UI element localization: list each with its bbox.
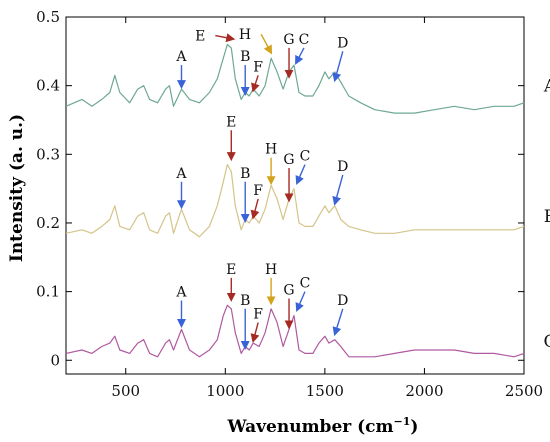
y-tick-label: 0.4 (36, 77, 60, 95)
annotation-label: G (283, 282, 294, 298)
x-tick-label: 2000 (405, 382, 443, 400)
peak-annotation-d: D (332, 293, 348, 337)
annotation-label: C (300, 149, 311, 165)
annotation-arrow (332, 308, 344, 337)
annotation-label: A (175, 285, 187, 301)
peak-annotation-e: E (226, 262, 236, 302)
annotation-label: E (226, 262, 236, 278)
series-line-b (65, 164, 525, 238)
annotation-label: G (283, 152, 294, 168)
annotation-arrow (250, 198, 260, 220)
peak-annotation-h: H (265, 142, 277, 186)
annotation-arrow (295, 164, 306, 186)
peak-annotation-f: F (250, 307, 263, 344)
annotation-label: E (195, 29, 205, 45)
annotation-label: D (337, 159, 348, 175)
annotation-arrow (260, 33, 273, 55)
annotation-arrow (332, 51, 344, 83)
annotation-label: F (253, 59, 263, 75)
annotation-label: F (253, 307, 263, 323)
peak-annotation-e: E (195, 29, 236, 45)
series-labels: A B C (543, 77, 550, 352)
peak-annotation-b: B (240, 293, 250, 350)
annotation-label: A (175, 49, 187, 65)
axis-ticks: 500 1000 1500 2000 2500 0 0.1 0.2 0.3 0.4 0.5 (36, 8, 543, 400)
peak-annotation-f: F (250, 183, 263, 220)
y-tick-label: 0 (50, 351, 60, 369)
annotation-label: D (337, 293, 348, 309)
peak-annotation-b: B (240, 166, 250, 223)
peak-annotation-g: G (283, 152, 295, 203)
peak-annotation-g: G (283, 32, 295, 79)
annotation-arrow (332, 174, 344, 206)
annotation-label: B (240, 293, 250, 309)
annotation-label: B (240, 166, 250, 182)
annotation-label: C (300, 276, 311, 292)
peak-annotation-b: B (240, 49, 250, 96)
series-label-c: C (544, 332, 550, 352)
peak-annotation-a: A (175, 285, 187, 329)
peak-annotation-d: D (332, 35, 348, 83)
annotation-arrow (251, 75, 260, 93)
peak-annotation-f: F (251, 59, 263, 93)
plot-border (65, 16, 525, 375)
annotation-label: G (283, 32, 294, 48)
y-axis-label: Intensity (a. u.) (7, 114, 27, 262)
peak-annotation-h: H (265, 262, 277, 306)
series-label-b: B (544, 207, 550, 227)
x-axis-label: Wavenumber (cm−1) (227, 415, 419, 437)
annotation-label: B (240, 49, 250, 65)
peak-annotation-a: A (175, 49, 187, 90)
peak-annotation-e: E (226, 114, 236, 162)
y-tick-label: 0.1 (36, 283, 60, 301)
peak-annotation-c: C (295, 32, 310, 65)
series-line-c (65, 304, 525, 358)
peak-annotation-a: A (175, 166, 187, 210)
x-axis-label-superscript: −1 (394, 415, 411, 428)
annotation-arrow (215, 33, 236, 43)
x-axis-label-close: ) (410, 417, 418, 437)
y-tick-label: 0.2 (36, 214, 60, 232)
annotation-label: D (337, 35, 348, 51)
peak-annotation-h: H (239, 27, 273, 55)
x-tick-label: 1500 (306, 382, 344, 400)
peak-annotation-d: D (332, 159, 348, 206)
peak-annotation-c: C (295, 276, 311, 313)
series-line-a (65, 43, 525, 114)
peak-annotation-c: C (295, 149, 311, 186)
y-tick-label: 0.5 (36, 8, 60, 26)
x-axis-label-main: Wavenumber (cm (227, 417, 394, 437)
annotation-label: E (226, 114, 236, 130)
annotation-label: H (239, 27, 251, 43)
annotation-label: H (265, 142, 277, 158)
annotation-label: F (253, 183, 263, 199)
annotation-label: H (265, 262, 277, 278)
series-label-a: A (543, 77, 550, 97)
y-tick-label: 0.3 (36, 145, 60, 163)
plot-frame (65, 16, 525, 375)
annotation-arrow (295, 291, 306, 313)
x-tick-label: 1000 (206, 382, 244, 400)
annotation-label: C (299, 32, 310, 48)
annotation-label: A (175, 166, 187, 182)
annotation-arrow (295, 47, 305, 65)
annotation-arrow (250, 322, 260, 344)
x-tick-label: 2500 (505, 382, 543, 400)
peak-annotation-g: G (283, 282, 295, 330)
series-layer (65, 43, 525, 358)
x-tick-label: 500 (111, 382, 140, 400)
